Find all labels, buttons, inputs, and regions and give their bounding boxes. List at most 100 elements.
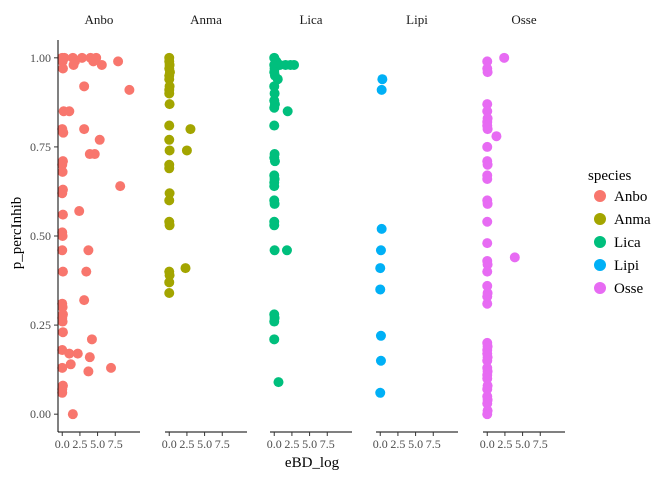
data-point (269, 120, 280, 131)
data-point (377, 74, 388, 85)
data-point (482, 409, 493, 420)
data-point (57, 63, 68, 74)
y-axis: 0.00 0.25 0.50 0.75 1.00 (30, 40, 59, 432)
legend-label-anma: Anma (614, 212, 651, 228)
legend-key-anbo (594, 190, 606, 202)
x-tick-label: 0.0 (373, 437, 388, 451)
data-point (375, 330, 386, 341)
data-point (482, 159, 493, 170)
data-point (375, 387, 386, 398)
data-point (67, 409, 78, 420)
data-point (375, 284, 386, 295)
data-point (57, 316, 68, 327)
data-point (113, 56, 124, 67)
data-point (164, 277, 175, 288)
data-point (376, 223, 387, 234)
y-tick-label: 0.00 (30, 407, 51, 421)
legend-label-lica: Lica (614, 235, 641, 251)
data-point (74, 206, 85, 217)
legend-key-lica (594, 236, 606, 248)
data-point (57, 188, 68, 199)
x-tick-label: 0.0 (480, 437, 495, 451)
data-point (57, 245, 68, 256)
data-point (181, 145, 192, 156)
facet-strip-label: Osse (511, 12, 537, 27)
data-point (482, 384, 493, 395)
data-point (58, 127, 69, 138)
data-point (269, 181, 280, 192)
x-tick-label: 7.5 (533, 437, 548, 451)
x-tick-label: 0.0 (162, 437, 177, 451)
x-tick-label: 2.5 (72, 437, 87, 451)
data-point (83, 366, 94, 377)
data-point (499, 52, 510, 63)
data-point (269, 316, 280, 327)
data-point (106, 362, 117, 373)
data-point (57, 362, 68, 373)
data-point (482, 141, 493, 152)
y-tick-label: 0.50 (30, 229, 51, 243)
legend-label-anbo: Anbo (614, 189, 647, 205)
legend-label-lipi: Lipi (614, 258, 639, 274)
data-point (57, 387, 68, 398)
x-tick-label: 5.0 (90, 437, 105, 451)
data-point (96, 59, 107, 70)
data-point (164, 99, 175, 110)
data-point (269, 245, 280, 256)
data-point (376, 84, 387, 95)
x-tick-label: 5.0 (197, 437, 212, 451)
data-point (64, 106, 75, 117)
facet-strip-label: Anma (190, 12, 222, 27)
legend-title: species (588, 168, 631, 184)
data-point (57, 159, 68, 170)
data-point (482, 198, 493, 209)
y-tick-label: 0.75 (30, 140, 51, 154)
data-point (375, 355, 386, 366)
data-point (482, 106, 493, 117)
x-tick-label: 0.0 (55, 437, 70, 451)
data-point (83, 245, 94, 256)
facet-panel-anbo: Anbo 0.0 2.5 5.0 7.5 (55, 12, 140, 451)
data-point (57, 327, 68, 338)
data-point (72, 348, 83, 359)
data-point (482, 373, 493, 384)
data-point (79, 295, 90, 306)
data-point (482, 124, 493, 135)
facet-strip-label: Lipi (406, 12, 428, 27)
data-point (164, 195, 175, 206)
data-point (482, 238, 493, 249)
data-point (57, 209, 68, 220)
x-tick-label: 7.5 (320, 437, 335, 451)
data-point (79, 124, 90, 135)
x-tick-label: 7.5 (215, 437, 230, 451)
data-point (509, 252, 520, 263)
x-tick-label: 2.5 (179, 437, 194, 451)
data-point (59, 52, 70, 63)
facet-panel-osse: Osse 0.0 2.5 5.0 7.5 (480, 12, 565, 451)
data-point (482, 216, 493, 227)
data-point (482, 56, 493, 67)
facet-strip-label: Lica (299, 12, 322, 27)
data-point (482, 99, 493, 110)
data-point (180, 263, 191, 274)
data-point (273, 377, 284, 388)
data-point (282, 106, 293, 117)
x-tick-label: 5.0 (408, 437, 423, 451)
facet-panel-anma: Anma 0.0 2.5 5.0 7.5 (162, 12, 247, 451)
data-point (482, 298, 493, 309)
data-point (164, 120, 175, 131)
data-point (64, 348, 75, 359)
facet-panel-lica: Lica 0.0 2.5 5.0 7.5 (267, 12, 352, 451)
data-point (491, 131, 502, 142)
data-point (289, 59, 300, 70)
data-point (77, 52, 88, 63)
data-point (124, 84, 135, 95)
legend-key-lipi (594, 259, 606, 271)
data-point (269, 220, 280, 231)
legend-label-osse: Osse (614, 281, 644, 297)
x-tick-label: 7.5 (426, 437, 441, 451)
y-tick-label: 1.00 (30, 51, 51, 65)
x-tick-label: 2.5 (390, 437, 405, 451)
